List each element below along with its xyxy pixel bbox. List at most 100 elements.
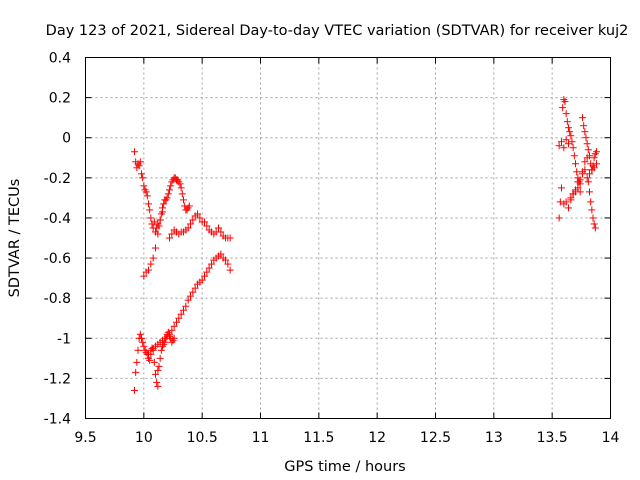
data-point: [567, 196, 575, 204]
data-point: [159, 208, 166, 216]
data-point: [194, 210, 201, 218]
data-point: [136, 158, 144, 166]
x-tick-label: 11: [252, 430, 270, 446]
data-point: [567, 132, 575, 140]
data-point: [189, 216, 197, 224]
data-point: [572, 160, 579, 168]
data-point: [574, 184, 582, 192]
data-point: [572, 188, 579, 196]
data-point: [145, 350, 152, 358]
data-point: [185, 202, 193, 210]
data-point: [591, 224, 599, 232]
data-point: [587, 198, 595, 206]
data-point: [579, 170, 586, 178]
data-point: [184, 296, 192, 304]
data-point: [173, 318, 180, 326]
data-point: [583, 174, 591, 182]
data-point: [152, 244, 159, 252]
x-tick-label: 13: [485, 430, 503, 446]
data-point: [167, 182, 175, 190]
data-point: [588, 166, 596, 174]
data-point: [175, 314, 183, 322]
data-point: [224, 260, 232, 268]
data-point: [163, 194, 171, 202]
data-point: [217, 250, 225, 258]
data-point: [579, 114, 586, 122]
data-point: [153, 378, 161, 386]
x-axis-label: GPS time / hours: [284, 459, 405, 475]
data-point: [565, 204, 572, 212]
data-point: [157, 346, 165, 354]
data-point: [154, 230, 162, 238]
data-point: [187, 220, 194, 228]
data-point: [170, 334, 178, 342]
data-point: [576, 180, 584, 188]
data-point: [164, 328, 172, 336]
data-point: [203, 268, 211, 276]
data-point: [198, 276, 206, 284]
data-point: [156, 354, 164, 362]
data-point: [176, 180, 184, 188]
data-point: [584, 178, 592, 186]
x-tick-label: 10: [135, 430, 153, 446]
data-point: [203, 222, 211, 230]
data-point: [586, 152, 593, 160]
data-point: [565, 140, 572, 148]
data-point: [182, 302, 190, 310]
data-point: [588, 206, 596, 214]
data-point: [180, 196, 187, 204]
data-point: [590, 154, 598, 162]
x-tick-label: 9.5: [74, 430, 96, 446]
data-point: [581, 128, 589, 136]
data-point: [154, 382, 162, 390]
data-point: [565, 124, 572, 132]
data-point: [145, 266, 152, 274]
data-point: [558, 184, 565, 192]
data-point: [146, 356, 154, 364]
data-point: [222, 256, 229, 264]
data-point: [161, 338, 169, 346]
data-point: [590, 220, 598, 228]
data-point: [184, 224, 192, 232]
data-point: [138, 170, 145, 178]
data-point: [180, 306, 187, 314]
data-point: [191, 284, 199, 292]
y-tick-label: -0.4: [44, 211, 71, 227]
data-point: [570, 152, 578, 160]
plot-frame: [85, 57, 611, 419]
data-point: [593, 148, 600, 156]
data-point: [177, 310, 185, 318]
data-point: [155, 222, 163, 230]
data-point: [143, 192, 151, 200]
data-point: [559, 104, 567, 112]
y-tick-label: -0.8: [44, 291, 71, 307]
data-point: [555, 142, 563, 150]
data-points: [131, 96, 600, 394]
data-point: [581, 158, 589, 166]
data-point: [150, 358, 158, 366]
data-point: [555, 214, 563, 222]
data-point: [156, 216, 164, 224]
x-tick-label: 12.5: [420, 430, 451, 446]
grid: [85, 57, 611, 419]
data-point: [139, 174, 147, 182]
data-point: [205, 264, 213, 272]
data-point: [132, 368, 140, 376]
data-point: [178, 190, 186, 198]
data-point: [166, 234, 173, 242]
data-point: [563, 118, 571, 126]
data-point: [145, 200, 152, 208]
data-point: [562, 198, 570, 206]
axis-ticks: [85, 57, 611, 419]
y-tick-label: -1.2: [44, 371, 71, 387]
data-point: [569, 144, 577, 152]
y-tick-label: 0.4: [49, 51, 71, 67]
data-point: [140, 342, 148, 350]
tick-labels: 9.5 10 10.5 11 11.5 12 12.5 13 13.5 14 -1.4 -1.2 -1 -…: [44, 51, 620, 447]
data-point: [177, 184, 185, 192]
x-tick-label: 10.5: [187, 430, 218, 446]
data-point: [586, 188, 593, 196]
data-point: [215, 224, 222, 232]
